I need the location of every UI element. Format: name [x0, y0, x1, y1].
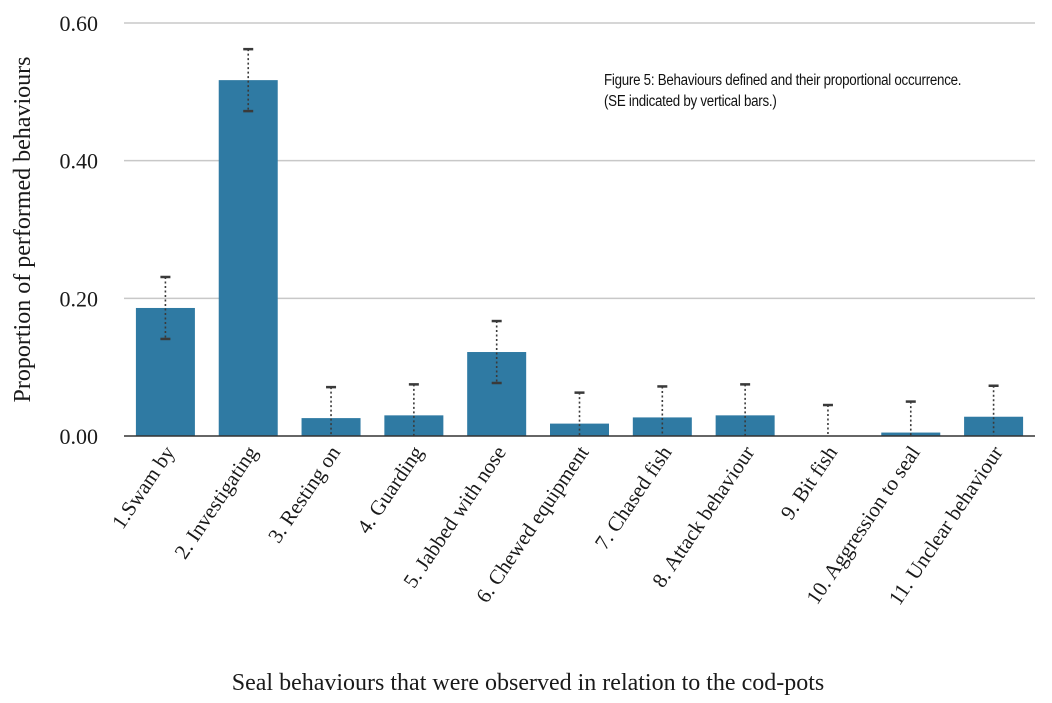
bars — [135, 80, 1024, 437]
error-bar — [408, 383, 419, 436]
bar — [467, 352, 527, 436]
category-label: 9. Bit fish — [776, 441, 843, 524]
error-bar — [740, 383, 751, 436]
error-bar — [822, 403, 833, 436]
error-bar — [326, 385, 337, 436]
error-bars — [160, 47, 999, 436]
figure-caption: Figure 5: Behaviours defined and their p… — [604, 72, 962, 110]
error-bar — [491, 319, 502, 385]
category-label: 3. Resting on — [263, 441, 345, 547]
y-tick-label: 0.40 — [60, 149, 99, 174]
bar — [301, 418, 361, 436]
category-labels: 1.Swam by2. Investigating 3. Resting on 4.… — [107, 441, 1008, 609]
error-bar — [243, 47, 254, 113]
y-tick-label: 0.20 — [60, 286, 99, 311]
y-tick-label: 0.00 — [60, 424, 99, 449]
error-bar — [574, 391, 585, 436]
bar — [218, 80, 278, 437]
bar — [632, 417, 692, 436]
category-label: 7. Chased fish — [590, 441, 677, 554]
category-label: 2. Investigating — [169, 441, 262, 563]
y-tick-label: 0.60 — [60, 11, 99, 36]
category-label: 4. Guarding — [352, 441, 428, 538]
category-label: 1.Swam by — [107, 441, 180, 533]
error-bar — [657, 385, 668, 436]
x-axis-title: Seal behaviours that were observed in re… — [232, 670, 825, 696]
error-bar — [160, 275, 171, 341]
y-axis-title: Proportion of performed behaviours — [10, 57, 36, 403]
y-tick-labels: 0.00 0.20 0.40 0.60 — [60, 11, 99, 449]
error-bar — [905, 400, 916, 436]
bar — [135, 307, 195, 436]
error-bar — [988, 384, 999, 436]
